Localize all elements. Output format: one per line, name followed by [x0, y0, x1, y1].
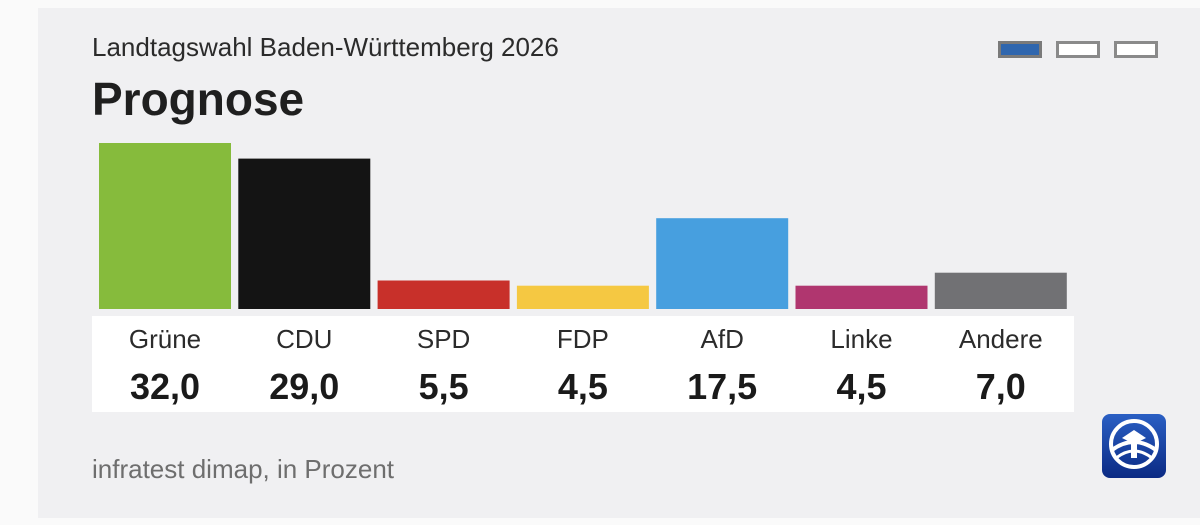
value-label: 17,5 — [687, 366, 758, 407]
pager-dot-3[interactable] — [1114, 41, 1158, 58]
value-label: 5,5 — [418, 366, 469, 407]
category-label: FDP — [556, 324, 609, 354]
chart-card — [38, 8, 1200, 518]
bar-fdp — [516, 285, 649, 309]
category-label: Grüne — [128, 324, 202, 354]
bar-andere — [934, 272, 1067, 309]
bar-linke — [795, 285, 928, 309]
value-label: 4,5 — [557, 366, 608, 407]
chart-subtitle: Landtagswahl Baden-Württemberg 2026 — [92, 32, 559, 62]
category-label: AfD — [700, 324, 744, 354]
bar-afd — [656, 218, 789, 309]
category-label: SPD — [416, 324, 471, 354]
chart-title: Prognose — [92, 73, 305, 125]
value-label: 4,5 — [836, 366, 887, 407]
value-label: 32,0 — [129, 366, 201, 407]
bar-spd — [377, 280, 510, 309]
value-label: 7,0 — [975, 366, 1026, 407]
bar-cdu — [238, 158, 371, 309]
pager-dot-2[interactable] — [1056, 41, 1100, 58]
category-label: CDU — [276, 324, 333, 354]
pager-dot-1[interactable] — [998, 41, 1042, 58]
ard-tagesschau-logo-icon — [1102, 414, 1166, 478]
bar-gr-ne — [99, 143, 231, 309]
category-label: Andere — [958, 324, 1043, 354]
category-label: Linke — [830, 324, 893, 354]
source-note: infratest dimap, in Prozent — [92, 454, 395, 484]
value-label: 29,0 — [269, 366, 340, 407]
results-label-panel: Grüne 32,0 CDU 29,0 SPD 5,5 FDP 4,5 AfD 17,5 Linke… — [92, 316, 1074, 412]
